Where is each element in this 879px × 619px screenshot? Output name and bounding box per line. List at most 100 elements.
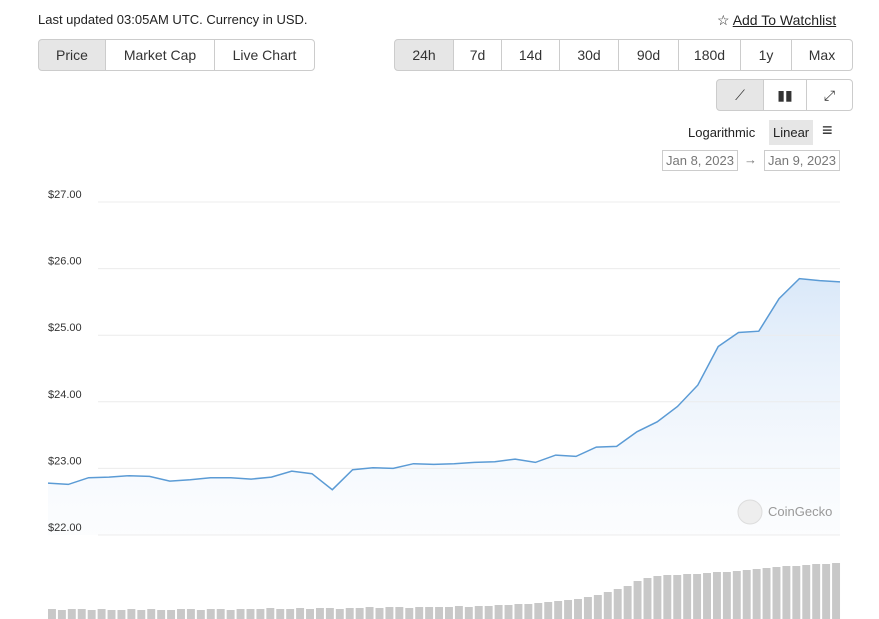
volume-bar xyxy=(107,610,116,619)
range-button[interactable]: 90d xyxy=(618,39,679,71)
log-option[interactable]: Logarithmic xyxy=(688,125,756,140)
watchlist-button[interactable]: ☆ Add To Watchlist xyxy=(717,12,836,29)
tab[interactable]: Market Cap xyxy=(105,39,215,71)
volume-bar xyxy=(782,566,791,619)
volume-bar xyxy=(425,607,434,619)
volume-bar xyxy=(832,563,841,619)
volume-bar xyxy=(574,599,582,619)
volume-bar xyxy=(385,607,394,619)
volume-bar xyxy=(67,609,76,619)
range-button[interactable]: 7d xyxy=(453,39,502,71)
volume-bar xyxy=(57,610,66,619)
volume-bar xyxy=(167,610,176,619)
volume-bar xyxy=(464,607,473,619)
volume-bar xyxy=(345,608,354,619)
volume-bar xyxy=(405,608,414,619)
volume-bar xyxy=(306,609,314,619)
volume-bar xyxy=(48,609,56,619)
volume-bar xyxy=(256,609,265,619)
watermark-logo xyxy=(737,499,763,525)
volume-bar xyxy=(87,610,96,619)
linear-option[interactable]: Linear xyxy=(769,120,814,145)
volume-bar xyxy=(494,605,503,619)
volume-bar xyxy=(325,608,334,619)
y-tick-label: $24.00 xyxy=(48,389,82,401)
candle-view-button[interactable]: ▮▮ xyxy=(763,79,807,111)
volume-bar xyxy=(732,571,741,619)
volume-bar xyxy=(454,606,463,619)
watermark: CoinGecko xyxy=(768,504,832,519)
volume-bar xyxy=(147,609,156,619)
range-button[interactable]: 14d xyxy=(501,39,560,71)
volume-bar xyxy=(583,597,592,619)
y-tick-label: $22.00 xyxy=(48,522,82,534)
date-from[interactable]: Jan 8, 2023 xyxy=(662,150,738,171)
volume-bar xyxy=(335,609,344,619)
range-button[interactable]: 30d xyxy=(559,39,619,71)
volume-bar xyxy=(544,602,553,619)
volume-bar xyxy=(77,609,86,619)
volume-bar xyxy=(792,566,801,619)
volume-bar xyxy=(127,609,136,619)
range-button[interactable]: Max xyxy=(791,39,853,71)
status: Last updated 03:05AM UTC. Currency in US… xyxy=(38,12,308,27)
y-tick-label: $26.00 xyxy=(48,256,82,268)
range-button[interactable]: 24h xyxy=(394,39,454,71)
volume-bar xyxy=(633,581,642,619)
tab[interactable]: Live Chart xyxy=(214,39,315,71)
price-line xyxy=(47,277,841,491)
y-tick-label: $23.00 xyxy=(48,455,82,467)
menu-button[interactable]: ≡ xyxy=(822,120,833,140)
date-to[interactable]: Jan 9, 2023 xyxy=(764,150,840,171)
volume-bar xyxy=(593,595,602,619)
fullscreen-button[interactable]: ⤢ xyxy=(806,79,853,111)
volume-bar xyxy=(663,575,672,619)
volume-bar xyxy=(603,592,612,619)
volume-bar xyxy=(365,607,374,619)
volume-bar xyxy=(564,600,573,619)
volume-bar xyxy=(643,578,652,619)
volume-bar xyxy=(296,608,305,619)
volume-bar xyxy=(315,608,324,619)
volume-bar xyxy=(752,569,761,619)
volume-bar xyxy=(673,575,682,619)
volume-bar xyxy=(772,567,781,619)
volume-bar xyxy=(703,573,711,619)
volume-bar xyxy=(266,608,275,619)
volume-bar xyxy=(395,607,404,619)
volume-bar xyxy=(514,604,523,619)
y-tick-label: $25.00 xyxy=(48,322,82,334)
volume-bar xyxy=(435,607,444,619)
volume-bar xyxy=(474,606,483,619)
volume-bar xyxy=(683,574,692,619)
star-icon: ☆ xyxy=(717,12,730,28)
volume-bar xyxy=(206,609,215,619)
volume-bar xyxy=(375,608,384,619)
range-button[interactable]: 180d xyxy=(678,39,741,71)
volume-bar xyxy=(236,609,245,619)
volume-bar xyxy=(177,609,185,619)
range-button[interactable]: 1y xyxy=(740,39,792,71)
line-view-button[interactable]: ⟋ xyxy=(716,79,764,111)
volume-bar xyxy=(693,574,702,619)
volume-bar xyxy=(712,572,721,619)
volume-bar xyxy=(722,572,731,619)
volume-bar xyxy=(445,607,453,619)
volume-bar xyxy=(554,601,563,619)
volume-bar xyxy=(137,610,146,619)
volume-bar xyxy=(196,610,205,619)
volume-bar xyxy=(802,565,811,619)
volume-bar xyxy=(97,609,106,619)
volume-bar xyxy=(157,610,166,619)
volume-bar xyxy=(762,568,771,619)
volume-bar xyxy=(534,603,543,619)
volume-bar xyxy=(286,609,295,619)
tab[interactable]: Price xyxy=(38,39,106,71)
volume-bar xyxy=(355,608,364,619)
volume-bar xyxy=(117,610,126,619)
volume-bar xyxy=(226,610,235,619)
price-area xyxy=(48,278,840,535)
watchlist-label: Add To Watchlist xyxy=(732,12,837,28)
volume-bar xyxy=(186,609,195,619)
